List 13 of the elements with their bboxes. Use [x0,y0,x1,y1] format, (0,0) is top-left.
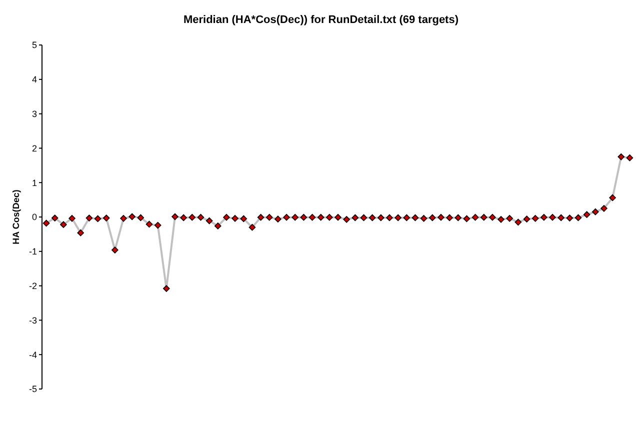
y-tick-label: 2 [32,143,37,154]
y-tick-label: 1 [32,178,37,188]
y-tick-label: -5 [28,384,37,394]
y-tick-label: -1 [28,246,37,257]
y-tick-label: -4 [28,350,37,360]
y-tick-label: -2 [28,280,37,291]
chart-title: Meridian (HA*Cos(Dec)) for RunDetail.txt (69 targets) [182,14,460,26]
y-tick-label: -3 [28,315,37,326]
y-tick-label: 3 [32,108,37,119]
y-tick-label: 4 [32,74,37,85]
y-axis-title: HA Cos(Dec) [11,190,22,244]
y-tick-label: 5 [32,40,37,50]
y-tick-label: 0 [32,212,37,222]
